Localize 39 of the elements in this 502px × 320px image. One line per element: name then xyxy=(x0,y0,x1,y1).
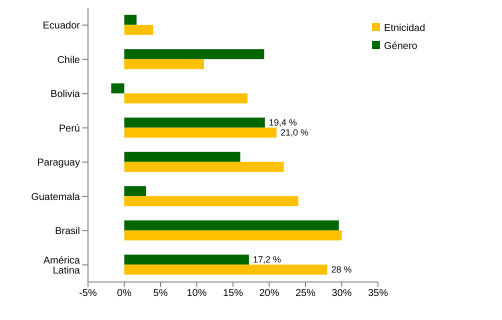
data-label: 21,0 % xyxy=(280,128,309,138)
x-tick-label: 30% xyxy=(332,288,352,300)
y-tick-label: Guatemala xyxy=(31,192,80,203)
x-tick-label: 20% xyxy=(259,288,280,300)
bar xyxy=(124,186,146,196)
y-tick-label: Brasil xyxy=(54,226,80,238)
bar xyxy=(124,24,154,35)
bar xyxy=(111,83,124,94)
bar xyxy=(124,14,137,25)
x-tick-label: 25% xyxy=(295,288,316,300)
legend-label: Etnicidad xyxy=(384,23,426,34)
x-tick-label: 5% xyxy=(153,288,168,300)
x-tick-label: 35% xyxy=(368,288,388,300)
bar xyxy=(124,49,264,60)
y-tick-label: Perú xyxy=(58,123,80,134)
x-tick-label: 15% xyxy=(222,288,244,300)
y-tick-label: Paraguay xyxy=(37,158,80,169)
bar xyxy=(124,118,265,128)
y-tick-label: Ecuador xyxy=(42,20,81,32)
x-tick-label: 0% xyxy=(117,288,132,300)
data-label: 17,2 % xyxy=(252,254,281,265)
bar xyxy=(124,59,204,70)
bar xyxy=(124,152,240,162)
x-tick-label: 10% xyxy=(186,288,207,300)
data-label: 28 % xyxy=(331,264,352,275)
legend-label: Género xyxy=(384,41,418,52)
bar xyxy=(124,230,342,240)
y-tick-label: Bolivia xyxy=(50,89,80,100)
bar xyxy=(124,264,328,275)
bar xyxy=(124,220,339,230)
bar xyxy=(124,128,276,138)
y-tick-label: América Latina xyxy=(43,255,80,276)
bar xyxy=(124,93,248,104)
y-tick-label: Chile xyxy=(57,54,80,66)
x-tick-label: -5% xyxy=(79,288,97,300)
bar xyxy=(124,254,249,265)
data-label: 19,4 % xyxy=(268,118,297,128)
bar xyxy=(124,196,298,206)
bar xyxy=(124,162,284,172)
